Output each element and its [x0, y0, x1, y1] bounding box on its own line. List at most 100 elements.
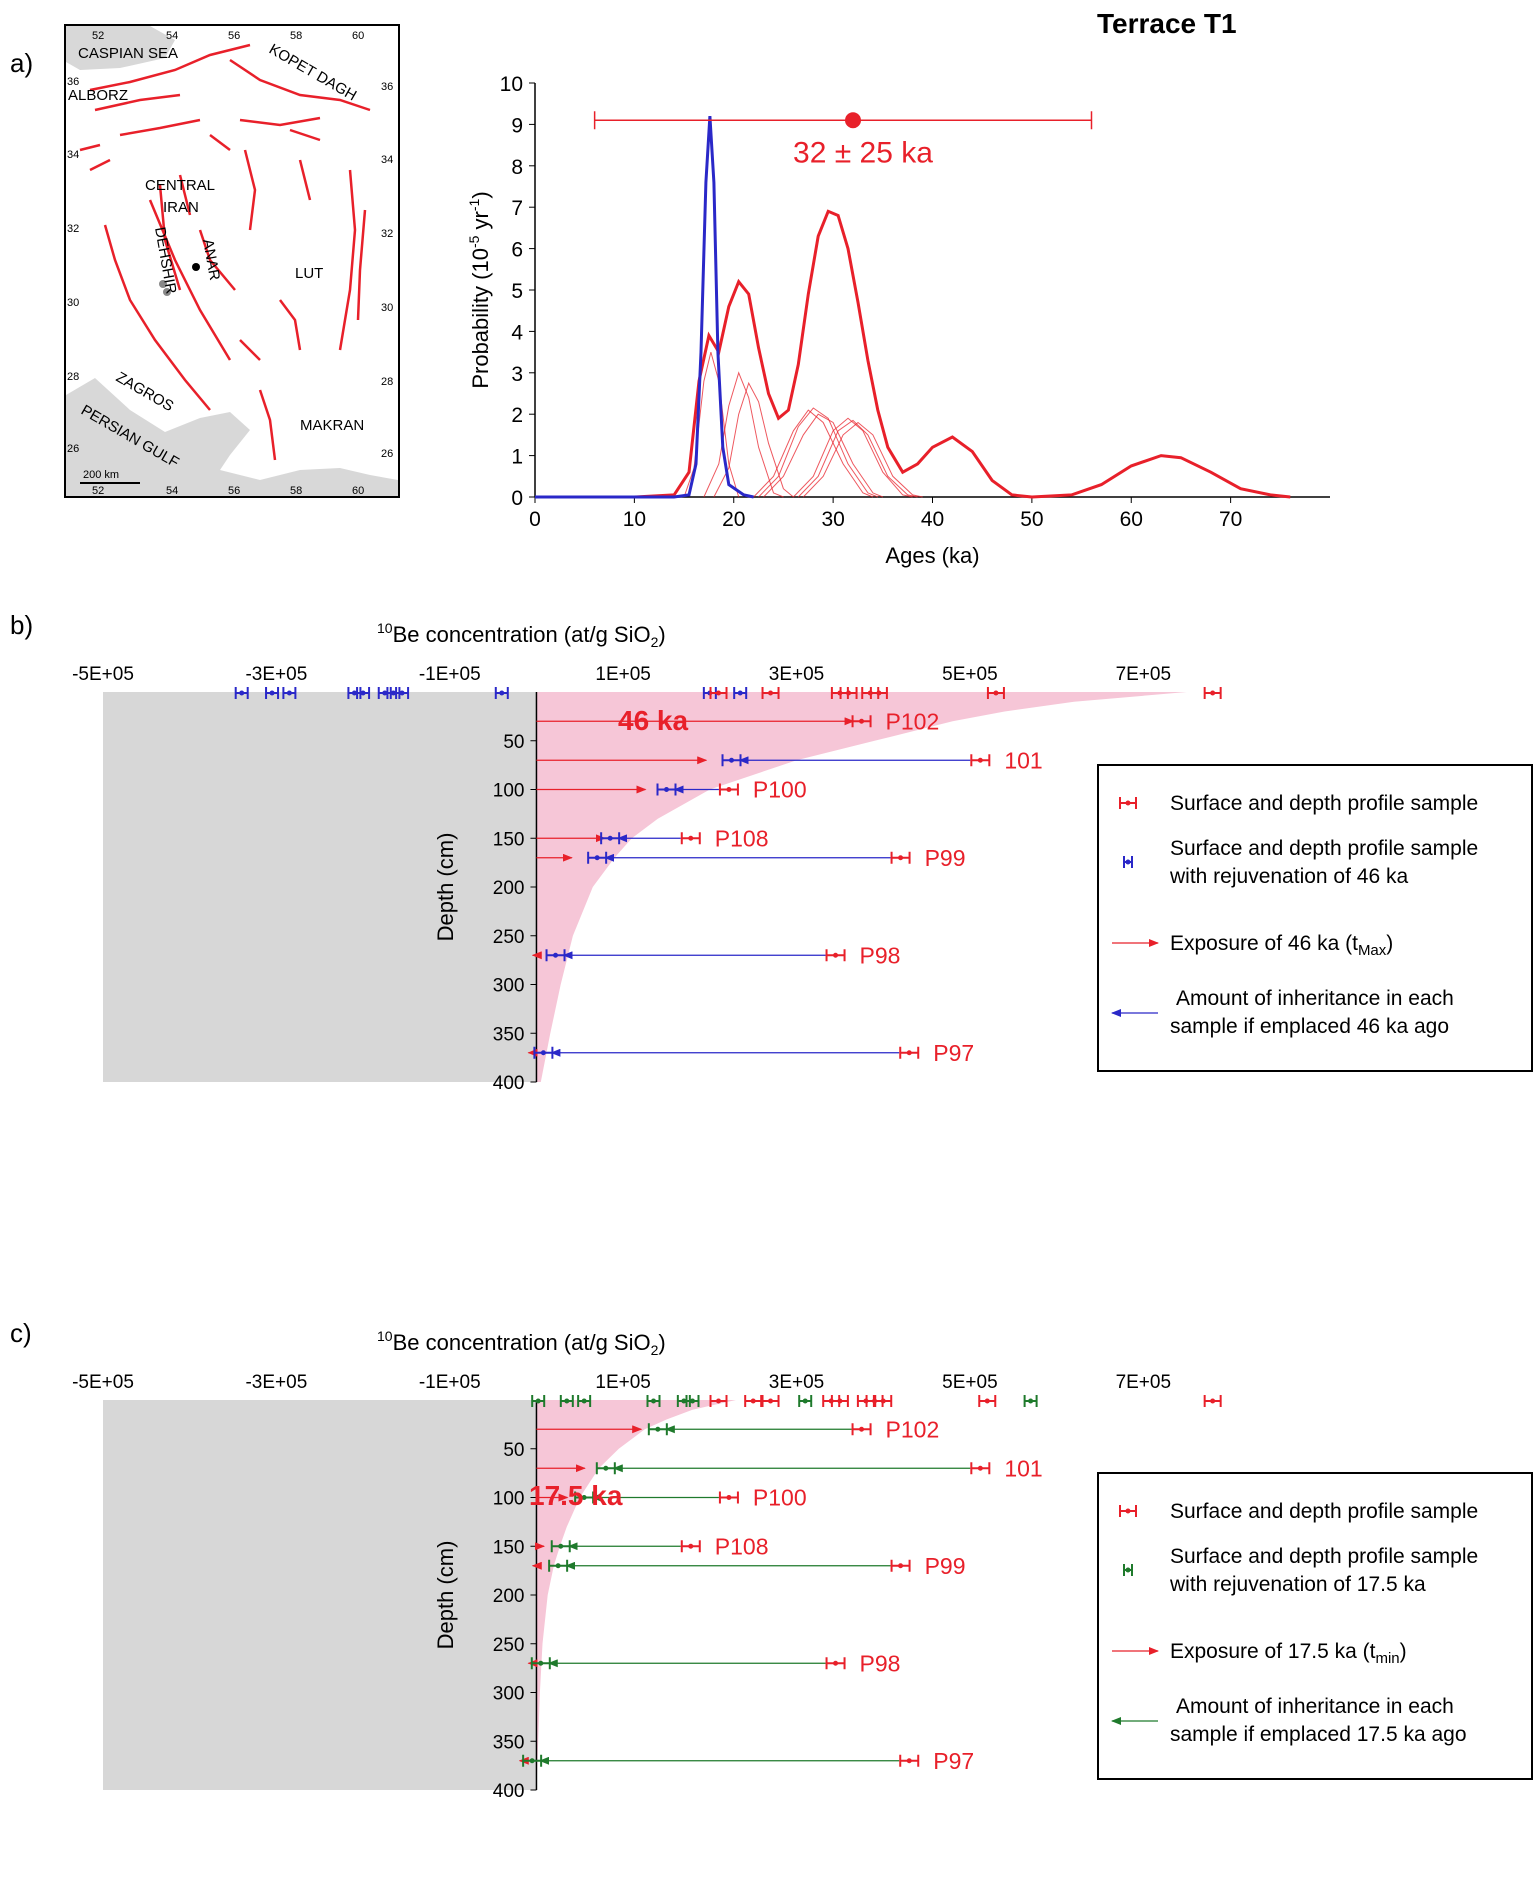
surface-sample-dot — [837, 1398, 843, 1404]
x-tick-label: 20 — [722, 508, 745, 531]
x-tick-label: 7E+05 — [1116, 664, 1171, 685]
y-tick-label: 10 — [500, 73, 523, 96]
map-lat-tick-right: 28 — [381, 376, 393, 388]
map-lon-tick-bottom: 52 — [92, 485, 104, 497]
legend-item-1: Surface and depth profile sample — [1170, 792, 1478, 815]
y-tick-label: 50 — [503, 1440, 524, 1461]
y-tick-label: 200 — [493, 878, 525, 899]
legend-item-4a: Amount of inheritance in each — [1176, 987, 1454, 1010]
surface-sample-shifted-dot — [737, 690, 743, 696]
measured-sample-dot — [833, 952, 839, 958]
depth-profile-17-5ka: 10Be concentration (at/g SiO2) -5E+05 -3E+… — [72, 1328, 1533, 1802]
map-lat-tick-left: 28 — [67, 371, 79, 383]
map-ticks: 52 52 54 54 56 56 58 58 60 60 36 34 32 30 28 26 36 34 32 30… — [67, 30, 393, 497]
x-tick-label: 70 — [1219, 508, 1242, 531]
sample-label: P99 — [925, 1553, 966, 1579]
y-tick-label: 8 — [511, 156, 523, 179]
negative-region — [103, 1400, 537, 1790]
map-lat-tick-right: 36 — [381, 81, 393, 93]
map-lat-tick-right: 32 — [381, 228, 393, 240]
x-tick-label: 5E+05 — [942, 1372, 997, 1393]
persian-gulf-shape — [66, 378, 398, 496]
sample-label: P98 — [860, 1650, 901, 1676]
measured-sample-dot — [906, 1758, 912, 1764]
y-tick-label: 350 — [493, 1024, 525, 1045]
shifted-sample-dot — [538, 1660, 544, 1666]
y-tick-label: 400 — [493, 1781, 525, 1802]
shifted-sample-dot — [603, 1465, 609, 1471]
shifted-sample-dot — [558, 1543, 564, 1549]
y-axis-label: Depth (cm) — [433, 833, 458, 942]
surface-sample-shifted-dot — [351, 690, 357, 696]
map-lat-tick-left: 26 — [67, 443, 79, 455]
measured-sample-dot — [833, 1660, 839, 1666]
measured-sample-dot — [726, 787, 732, 792]
age-label: 46 ka — [618, 705, 688, 736]
surface-sample-shifted-dot — [802, 1398, 808, 1404]
map-label-makran: MAKRAN — [300, 417, 364, 434]
x-tick-label: 30 — [821, 508, 844, 531]
shifted-sample-dot — [664, 787, 669, 792]
anar-marker — [192, 263, 200, 271]
x-tick-label: -5E+05 — [72, 664, 134, 685]
series-line-sample — [802, 421, 923, 498]
x-tick-label: -1E+05 — [419, 664, 481, 685]
map-label-caspian: CASPIAN SEA — [78, 45, 178, 62]
map-label-lut: LUT — [295, 265, 323, 282]
surface-sample-shifted-dot — [382, 690, 388, 696]
probability-chart: Terrace T1 0 1 2 3 4 5 6 7 8 9 10 0 10 20 30 40 50 60 70 Age… — [466, 8, 1330, 568]
x-axis-label: Ages (ka) — [885, 543, 979, 568]
measured-sample-dot — [726, 1495, 732, 1500]
y-tick-label: 150 — [493, 829, 525, 850]
sample-label: P102 — [886, 1416, 940, 1442]
map-lat-tick-left: 34 — [67, 149, 79, 161]
surface-sample-shifted-dot — [564, 1398, 570, 1404]
surface-sample-dot — [768, 690, 774, 696]
map-lon-tick-top: 60 — [352, 30, 364, 42]
negative-region — [103, 692, 537, 1082]
legend-item-2a: Surface and depth profile sample — [1170, 1545, 1478, 1568]
panel-label-c: c) — [10, 1318, 32, 1348]
series-line-sample — [763, 413, 883, 498]
map-lon-tick-top: 54 — [166, 30, 178, 42]
sample-label: P98 — [860, 942, 901, 968]
sample-label: 101 — [1004, 747, 1042, 773]
legend-red-symbol-dot — [1125, 800, 1131, 806]
map-lat-tick-left: 32 — [67, 223, 79, 235]
shifted-sample-dot — [553, 952, 559, 958]
legend-item-4b: sample if emplaced 46 ka ago — [1170, 1015, 1449, 1038]
x-tick-label: 7E+05 — [1116, 1372, 1171, 1393]
surface-sample-dot — [716, 690, 722, 696]
y-axis-label: Probability (10-5 yr-1) — [466, 191, 493, 388]
map-label-alborz: ALBORZ — [68, 87, 128, 104]
measured-sample-dot — [859, 718, 865, 724]
legend-item-4b: sample if emplaced 17.5 ka ago — [1170, 1723, 1467, 1746]
legend-item-2b: with rejuvenation of 17.5 ka — [1169, 1573, 1426, 1596]
map-label-iran: IRAN — [163, 199, 199, 216]
legend-item-2a: Surface and depth profile sample — [1170, 837, 1478, 860]
map-label-central: CENTRAL — [145, 177, 215, 194]
y-axis-label: Depth (cm) — [433, 1541, 458, 1650]
legend-item-4a: Amount of inheritance in each — [1176, 1695, 1454, 1718]
measured-sample-dot — [898, 855, 904, 861]
map-lat-tick-left: 36 — [67, 76, 79, 88]
legend-box — [1097, 1472, 1533, 1780]
y-tick-label: 9 — [511, 114, 523, 137]
surface-sample-shifted-dot — [399, 690, 405, 696]
series-line-sample — [713, 381, 794, 498]
shifted-sample-dot — [729, 757, 735, 763]
measured-sample-dot — [688, 835, 694, 841]
series-line-sample — [753, 409, 874, 498]
sample-label: P97 — [933, 1748, 974, 1774]
y-tick-label: 300 — [493, 976, 525, 997]
map-lat-tick-right: 26 — [381, 448, 393, 460]
production-profile — [536, 692, 1187, 1082]
surface-sample-dot — [846, 690, 852, 696]
x-tick-label: 10 — [623, 508, 646, 531]
surface-sample-shifted-dot — [360, 690, 366, 696]
sample-label: P97 — [933, 1040, 974, 1066]
legend-box — [1097, 764, 1533, 1072]
y-tick-label: 350 — [493, 1732, 525, 1753]
shifted-sample-dot — [529, 1758, 535, 1764]
